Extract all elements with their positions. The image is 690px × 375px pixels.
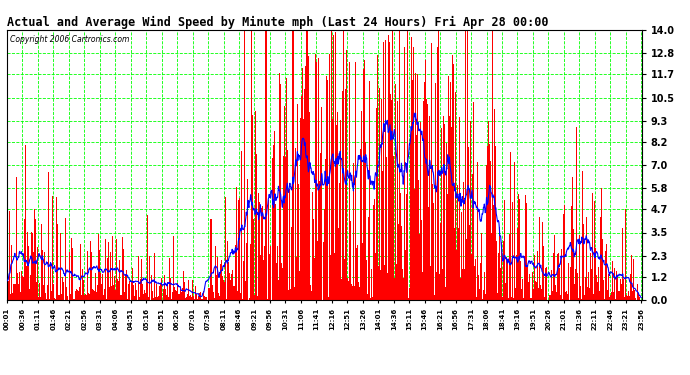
Text: Actual and Average Wind Speed by Minute mph (Last 24 Hours) Fri Apr 28 00:00: Actual and Average Wind Speed by Minute … <box>7 16 549 29</box>
Text: Copyright 2006 Cartronics.com: Copyright 2006 Cartronics.com <box>10 35 130 44</box>
